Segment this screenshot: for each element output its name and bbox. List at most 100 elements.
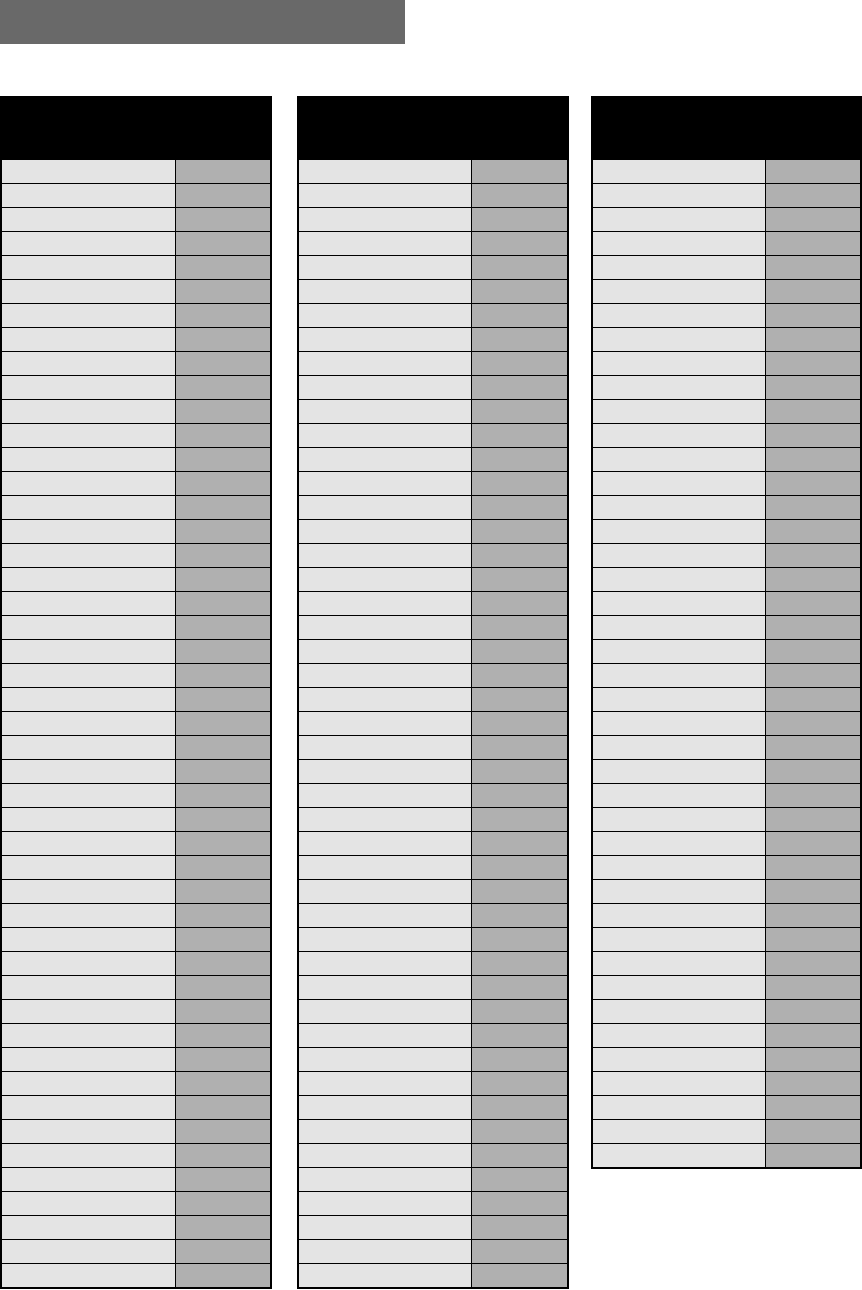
name-cell [299,1000,471,1023]
name-cell [593,496,765,519]
name-cell [2,832,175,855]
table-row [299,880,567,903]
value-cell [472,232,567,255]
value-cell [766,592,860,615]
name-cell [2,1168,175,1191]
value-cell [176,616,270,639]
table-row [2,424,270,447]
table-row [593,832,860,855]
header-cell [299,96,471,160]
name-cell [299,808,471,831]
value-cell [472,1216,567,1239]
value-cell [176,568,270,591]
value-cell [472,496,567,519]
name-cell [2,808,175,831]
value-cell [176,1144,270,1167]
value-cell [472,448,567,471]
value-cell [766,232,860,255]
value-cell [472,592,567,615]
name-cell [593,880,765,903]
value-cell [766,1000,860,1023]
name-cell [593,1000,765,1023]
table-row [299,1144,567,1167]
name-cell [299,328,471,351]
table-row [299,496,567,519]
value-cell [472,808,567,831]
value-cell [766,952,860,975]
table-header [2,96,270,160]
table-row [2,304,270,327]
table-row [2,256,270,279]
table-row [593,856,860,879]
name-cell [593,544,765,567]
name-cell [2,928,175,951]
name-cell [2,640,175,663]
name-cell [2,376,175,399]
table-row [2,1168,270,1191]
value-cell [176,592,270,615]
value-cell [472,928,567,951]
table-row [2,1024,270,1047]
name-cell [593,1120,765,1143]
value-cell [176,904,270,927]
table-row [299,784,567,807]
name-cell [593,400,765,423]
name-cell [2,688,175,711]
value-cell [176,1096,270,1119]
name-cell [593,352,765,375]
table-row [299,352,567,375]
name-cell [299,832,471,855]
table-row [299,448,567,471]
table-row [299,544,567,567]
value-cell [176,472,270,495]
table-row [299,640,567,663]
name-cell [299,760,471,783]
name-cell [2,1192,175,1215]
name-cell [299,592,471,615]
table-row [593,328,860,351]
name-cell [2,784,175,807]
table-row [2,688,270,711]
value-cell [176,712,270,735]
name-cell [593,976,765,999]
value-cell [176,280,270,303]
value-cell [472,664,567,687]
value-cell [472,568,567,591]
table-row [299,904,567,927]
name-cell [2,448,175,471]
name-cell [2,328,175,351]
value-cell [766,568,860,591]
header-cell [2,96,175,160]
value-cell [176,736,270,759]
name-cell [593,520,765,543]
value-cell [176,880,270,903]
name-cell [299,568,471,591]
table-row [299,280,567,303]
name-cell [299,304,471,327]
value-cell [176,352,270,375]
name-cell [299,1096,471,1119]
name-cell [299,1144,471,1167]
table-row [2,880,270,903]
value-cell [766,856,860,879]
value-cell [766,160,860,183]
name-cell [2,1000,175,1023]
value-cell [176,208,270,231]
value-cell [176,1240,270,1263]
name-cell [299,1168,471,1191]
table-row [299,1120,567,1143]
name-cell [2,472,175,495]
table-row [2,592,270,615]
name-cell [593,328,765,351]
name-cell [593,1144,765,1167]
name-cell [593,472,765,495]
table-row [593,1144,860,1167]
name-cell [299,424,471,447]
value-cell [766,256,860,279]
name-cell [593,664,765,687]
value-cell [176,640,270,663]
value-cell [176,544,270,567]
value-cell [472,424,567,447]
table-row [2,1264,270,1287]
name-cell [2,160,175,183]
